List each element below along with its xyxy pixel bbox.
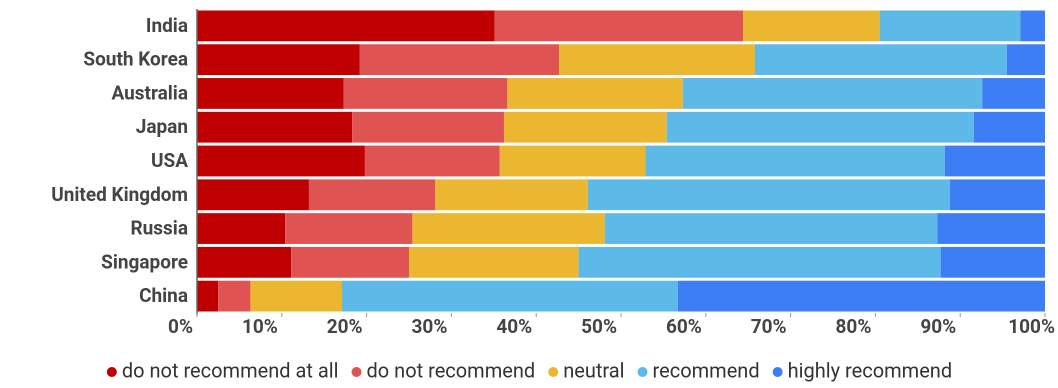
bar-segment xyxy=(218,280,251,312)
legend-label: do not recommend xyxy=(367,358,536,382)
bar-segment xyxy=(682,78,983,109)
x-tick-label: 0% xyxy=(168,315,193,338)
legend-dot xyxy=(637,367,648,377)
bar-segment xyxy=(944,145,1045,177)
category-label: United Kingdom xyxy=(51,183,188,206)
bar-segment xyxy=(197,10,495,42)
bar-segment xyxy=(494,10,744,42)
bar-segment xyxy=(879,10,1021,42)
bar-segment xyxy=(937,213,1045,244)
bar-segment xyxy=(412,213,605,244)
x-tick-label: 80% xyxy=(836,315,872,338)
bar-segment xyxy=(1006,44,1045,76)
bar-segment xyxy=(308,179,436,211)
category-label: Australia xyxy=(111,81,188,104)
bar-segment xyxy=(1020,10,1045,42)
bar-segment xyxy=(559,44,755,76)
bar-segment xyxy=(754,44,1007,76)
bar-segment xyxy=(197,78,344,109)
bar-segment xyxy=(503,111,667,143)
legend-dot xyxy=(351,367,362,377)
legend: do not recommend at all do not recommend n… xyxy=(106,358,953,382)
x-tick-label: 100% xyxy=(1008,315,1055,338)
bar-segment xyxy=(197,145,365,177)
legend-label: do not recommend at all xyxy=(122,358,339,382)
bar-segment xyxy=(950,179,1045,211)
category-label: India xyxy=(146,14,188,37)
x-tick-label: 70% xyxy=(751,315,787,338)
category-label: Singapore xyxy=(101,250,188,273)
bar-segment xyxy=(435,179,588,211)
bar-segment xyxy=(343,78,508,109)
bar-segment xyxy=(197,44,360,76)
x-tick-label: 30% xyxy=(412,315,448,338)
category-label: China xyxy=(139,284,188,307)
bar-segment xyxy=(197,213,286,244)
legend-label: neutral xyxy=(563,358,624,382)
category-label: Japan xyxy=(136,115,188,138)
legend-label: highly recommend xyxy=(788,358,953,382)
legend-dot xyxy=(772,367,783,377)
x-tick-label: 50% xyxy=(581,315,617,338)
x-tick-label: 40% xyxy=(496,315,532,338)
bar-segment xyxy=(291,246,409,278)
bar-segment xyxy=(507,78,683,109)
legend-dot xyxy=(106,367,117,377)
bar-segment xyxy=(285,213,413,244)
category-label: Russia xyxy=(130,217,188,240)
legend-dot xyxy=(548,367,559,377)
bar-segment xyxy=(677,280,1045,312)
bar-segment xyxy=(197,111,353,143)
bar-segment xyxy=(352,111,504,143)
x-tick-label: 90% xyxy=(920,315,956,338)
bar-segment xyxy=(409,246,579,278)
category-label: USA xyxy=(151,149,188,172)
bar-segment xyxy=(743,10,880,42)
bar-segment xyxy=(604,213,938,244)
x-tick-label: 60% xyxy=(666,315,702,338)
bar-segment xyxy=(342,280,678,312)
x-tick-label: 20% xyxy=(327,315,363,338)
bar-segment xyxy=(982,78,1045,109)
bar-segment xyxy=(197,179,309,211)
bar-segment xyxy=(197,280,219,312)
bar-segment xyxy=(666,111,974,143)
legend-label: recommend xyxy=(653,358,760,382)
bar-segment xyxy=(250,280,343,312)
bar-segment xyxy=(197,246,292,278)
x-tick-label: 10% xyxy=(242,315,278,338)
bar-segment xyxy=(578,246,941,278)
bar-segment xyxy=(364,145,500,177)
category-label: South Korea xyxy=(83,48,188,71)
bar-segment xyxy=(645,145,945,177)
bar-segment xyxy=(499,145,646,177)
bar-segment xyxy=(587,179,951,211)
bar-segment xyxy=(940,246,1045,278)
bar-segment xyxy=(359,44,560,76)
bar-segment xyxy=(973,111,1045,143)
